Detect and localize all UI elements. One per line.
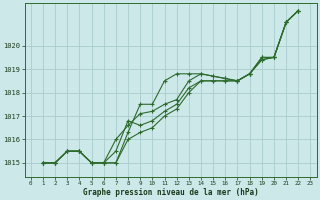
X-axis label: Graphe pression niveau de la mer (hPa): Graphe pression niveau de la mer (hPa) [83,188,259,197]
